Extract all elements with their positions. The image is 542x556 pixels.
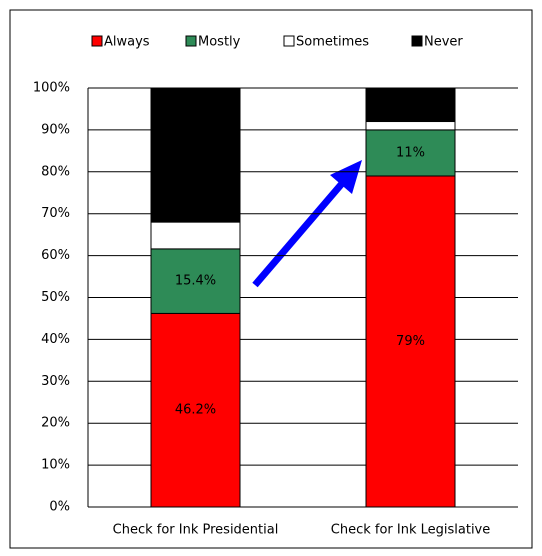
bar-segment (365, 87, 456, 123)
x-tick-label: Check for Ink Presidential (113, 523, 279, 538)
legend-swatch (185, 35, 197, 47)
y-tick-label: 0% (49, 500, 70, 515)
y-tick-label: 40% (41, 332, 70, 347)
legend-label: Sometimes (296, 35, 369, 50)
y-tick-label: 20% (41, 416, 70, 431)
bar-segment (150, 87, 241, 223)
legend-swatch (283, 35, 295, 47)
y-tick-label: 90% (41, 122, 70, 137)
bar-segment (150, 312, 241, 508)
bar-segment (150, 221, 241, 250)
legend-label: Never (424, 35, 463, 50)
y-tick-label: 30% (41, 374, 70, 389)
legend-swatch (411, 35, 423, 47)
data-label: 46.2% (175, 403, 216, 418)
y-tick-label: 100% (33, 81, 70, 96)
bar-segment (150, 248, 241, 314)
y-tick-label: 10% (41, 458, 70, 473)
y-tick-label: 60% (41, 248, 70, 263)
legend-swatch (91, 35, 103, 47)
bar-segment (365, 121, 456, 131)
data-label: 15.4% (175, 274, 216, 289)
legend-label: Mostly (198, 35, 241, 50)
data-label: 11% (396, 145, 425, 160)
bar-segment (365, 129, 456, 177)
data-label: 79% (396, 334, 425, 349)
arrow-shaft (252, 177, 348, 288)
bar-segment (365, 175, 456, 508)
y-tick-label: 70% (41, 206, 70, 221)
arrow-head (330, 160, 362, 194)
y-tick-label: 50% (41, 290, 70, 305)
legend-label: Always (104, 35, 150, 50)
y-tick-label: 80% (41, 164, 70, 179)
annotation-arrow (252, 160, 362, 288)
x-tick-label: Check for Ink Legislative (331, 523, 491, 538)
